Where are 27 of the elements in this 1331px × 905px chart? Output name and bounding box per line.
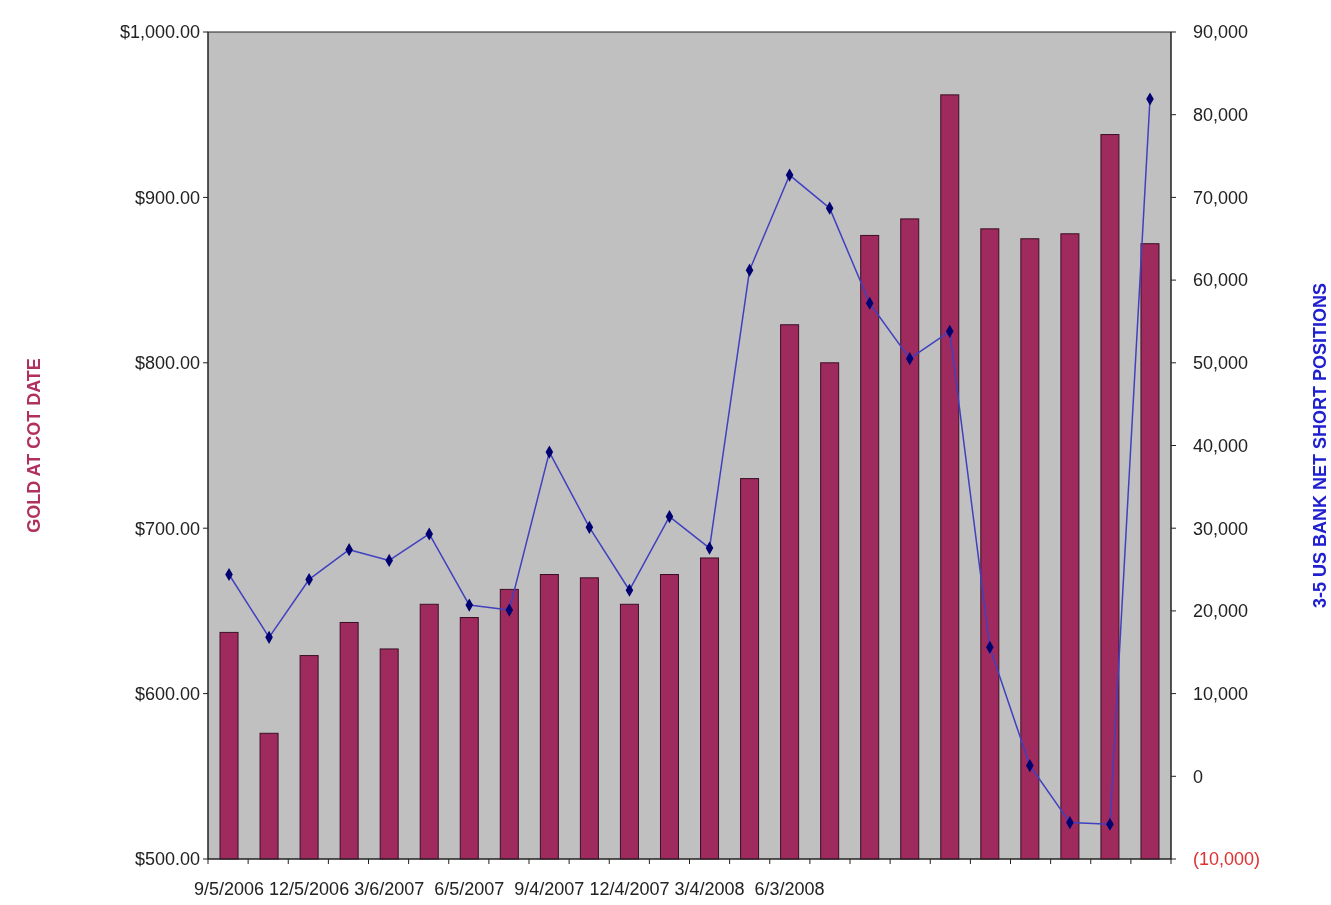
y2-tick-label: 50,000 bbox=[1193, 353, 1249, 374]
y-tick-label: $900.00 bbox=[134, 187, 200, 208]
x-tick-label: 6/5/2007 bbox=[434, 879, 505, 899]
y-tick-label: $500.00 bbox=[134, 849, 200, 870]
y2-axis-title: 3-5 US BANK NET SHORT POSITIONS bbox=[1310, 282, 1330, 609]
y2-tick-label: 30,000 bbox=[1193, 518, 1249, 539]
y2-tick-label: 10,000 bbox=[1193, 683, 1249, 704]
x-tick-label: 12/4/2007 bbox=[589, 879, 670, 899]
x-tick-label: 9/5/2006 bbox=[193, 879, 265, 899]
y2-tick-label: 20,000 bbox=[1193, 601, 1249, 622]
x-tick-label: 3/4/2008 bbox=[674, 879, 745, 899]
y-tick-label: $700.00 bbox=[134, 518, 200, 539]
y2-tick-label: 60,000 bbox=[1193, 270, 1249, 291]
x-tick-label: 6/3/2008 bbox=[754, 879, 825, 899]
x-tick-label: 9/4/2007 bbox=[514, 879, 585, 899]
x-tick-label: 3/6/2007 bbox=[354, 879, 425, 899]
y-tick-label: $800.00 bbox=[134, 353, 200, 374]
y-tick-label: $1,000.00 bbox=[119, 22, 200, 43]
y2-tick-label: (10,000) bbox=[1193, 849, 1261, 870]
y-axis-title: GOLD AT COT DATE bbox=[24, 358, 44, 533]
y2-tick-label: 70,000 bbox=[1193, 187, 1249, 208]
x-tick-label: 12/5/2006 bbox=[269, 879, 350, 899]
y2-tick-label: 0 bbox=[1193, 766, 1204, 787]
y-tick-label: $600.00 bbox=[134, 683, 200, 704]
y2-tick-label: 90,000 bbox=[1193, 22, 1249, 43]
y2-tick-label: 40,000 bbox=[1193, 435, 1249, 456]
y2-tick-label: 80,000 bbox=[1193, 105, 1249, 125]
